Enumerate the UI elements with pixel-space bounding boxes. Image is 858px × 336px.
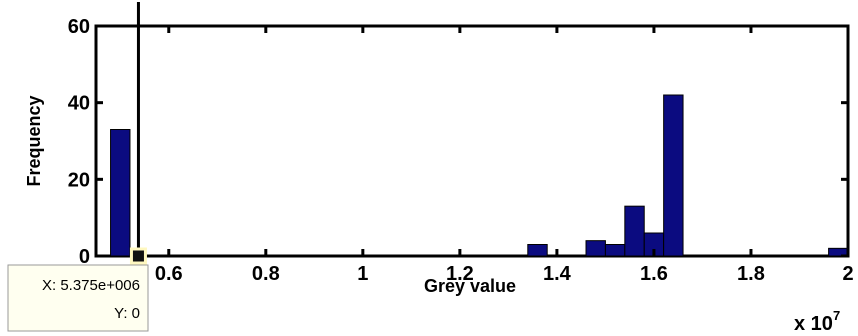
histogram-bar — [604, 244, 626, 257]
x-multiplier-exponent: 7 — [833, 308, 840, 323]
plot-area — [94, 24, 850, 258]
data-cursor-marker[interactable] — [129, 247, 147, 265]
x-multiplier-base: x 10 — [794, 313, 833, 335]
data-tip-x: X: 5.375e+006 — [42, 277, 140, 294]
x-tick-label: 2 — [842, 263, 853, 285]
bars-group — [110, 94, 849, 257]
y-tick-label: 40 — [68, 93, 90, 115]
x-axis-label: Grey value — [424, 276, 516, 296]
data-tip-y: Y: 0 — [114, 305, 140, 322]
histogram-bar — [663, 94, 684, 257]
x-tick-label: 0.8 — [252, 263, 280, 285]
ticks-group — [96, 24, 850, 258]
y-axis-label: Frequency — [24, 95, 44, 186]
y-tick-label: 0 — [79, 246, 90, 268]
x-tick-label: 1.6 — [640, 263, 668, 285]
data-tip: X: 5.375e+006 Y: 0 — [7, 264, 149, 332]
histogram-bar — [527, 244, 548, 257]
x-tick-label: 1 — [357, 263, 368, 285]
x-tick-label: 1.4 — [543, 263, 572, 285]
x-tick-labels: 0.6 0.8 1 1.2 1.4 1.6 1.8 2 — [155, 263, 854, 285]
y-tick-labels: 0 20 40 60 — [68, 16, 90, 268]
y-tick-label: 60 — [68, 16, 90, 38]
x-tick-label: 1.8 — [737, 263, 765, 285]
data-tip-box — [7, 264, 149, 332]
histogram-bar — [110, 129, 131, 257]
x-tick-label: 0.6 — [155, 263, 183, 285]
histogram-bar — [585, 240, 606, 257]
y-tick-label: 20 — [68, 169, 90, 191]
x-tick-label: 1.2 — [446, 263, 474, 285]
x-axis-multiplier: x 107 — [794, 308, 840, 335]
histogram-bar — [624, 205, 645, 257]
